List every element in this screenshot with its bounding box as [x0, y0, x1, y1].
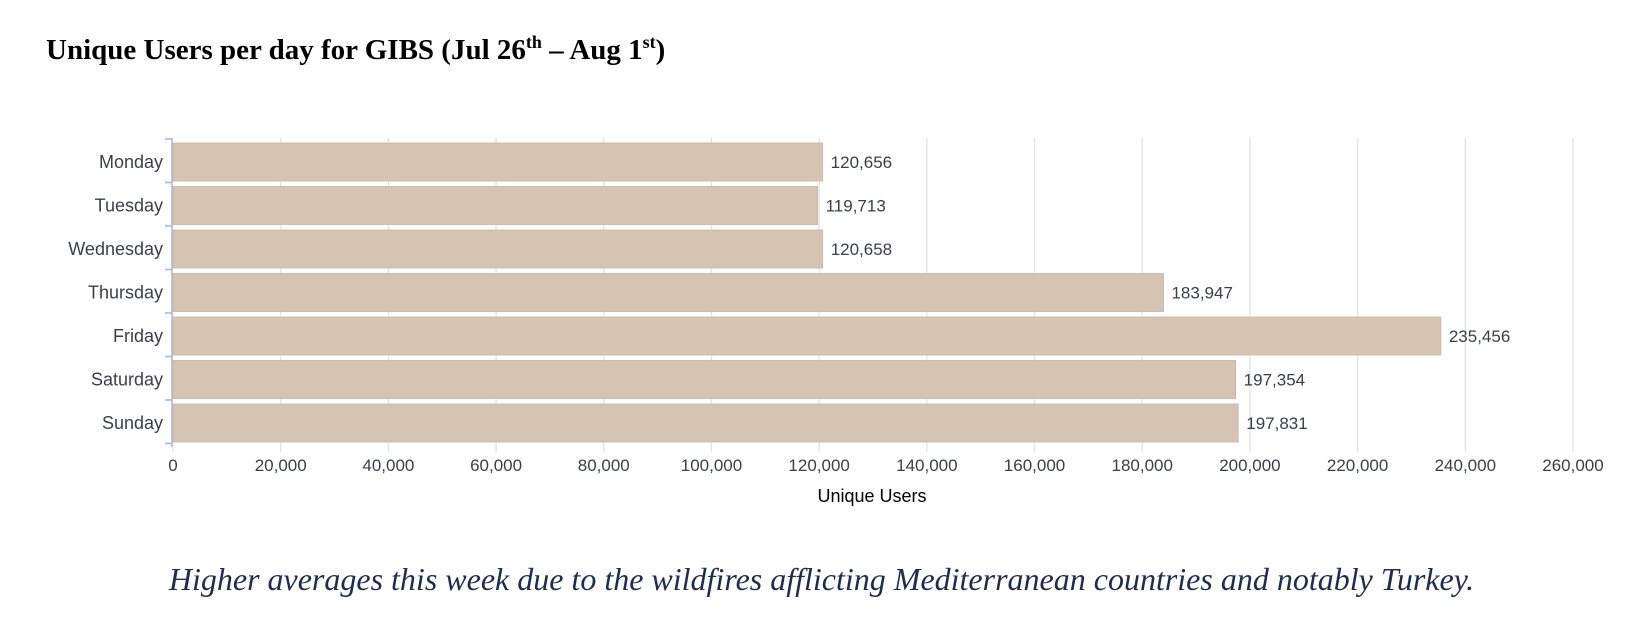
y-tick-label: Friday: [113, 326, 163, 346]
x-tick-label: 200,000: [1219, 456, 1280, 475]
x-tick-label: 20,000: [255, 456, 307, 475]
axes: [165, 138, 173, 447]
x-tick-label: 160,000: [1004, 456, 1065, 475]
x-axis-title: Unique Users: [817, 486, 926, 506]
x-tick-label: 220,000: [1327, 456, 1388, 475]
title-text-range: – Aug 1: [541, 34, 643, 66]
page-title: Unique Users per day for GIBS (Jul 26th …: [46, 32, 666, 67]
x-tick-label: 40,000: [362, 456, 414, 475]
data-label: 119,713: [826, 197, 886, 216]
y-tick-label: Thursday: [88, 283, 163, 303]
x-tick-label: 180,000: [1112, 456, 1173, 475]
title-text-close: ): [655, 34, 666, 66]
data-label: 235,456: [1449, 327, 1510, 346]
x-tick-label: 60,000: [470, 456, 522, 475]
bars: [172, 142, 1442, 443]
bar: [172, 273, 1164, 312]
x-tick-label: 0: [168, 456, 177, 475]
data-label: 197,831: [1246, 414, 1307, 433]
bar: [172, 360, 1237, 399]
y-tick-label: Wednesday: [68, 239, 163, 259]
x-tick-label: 140,000: [896, 456, 957, 475]
title-superscript-th: th: [525, 32, 542, 52]
y-tick-label: Monday: [99, 152, 163, 172]
data-label: 183,947: [1171, 284, 1232, 303]
title-text-main: Unique Users per day for GIBS (Jul 26: [46, 34, 526, 66]
x-tick-label: 100,000: [681, 456, 742, 475]
caption-text: Higher averages this week due to the wil…: [168, 561, 1475, 597]
y-tick-label: Sunday: [102, 413, 163, 433]
y-tick-label: Saturday: [91, 370, 163, 390]
data-label: 120,656: [831, 153, 892, 172]
data-label: 197,354: [1244, 371, 1305, 390]
bar: [172, 403, 1239, 443]
bar: [172, 316, 1442, 356]
y-tick-label: Tuesday: [95, 196, 163, 216]
title-superscript-st: st: [642, 32, 656, 52]
x-tick-label: 80,000: [578, 456, 630, 475]
bar: [172, 142, 824, 182]
bar: [172, 229, 824, 269]
labels: 0 20,000 40,000 60,000 80,000 100,000 120,000 1…: [68, 152, 1603, 475]
x-tick-label: 260,000: [1542, 456, 1603, 475]
x-tick-label: 240,000: [1435, 456, 1496, 475]
bar: [172, 186, 819, 225]
x-tick-label: 120,000: [788, 456, 849, 475]
data-label: 120,658: [831, 240, 892, 259]
